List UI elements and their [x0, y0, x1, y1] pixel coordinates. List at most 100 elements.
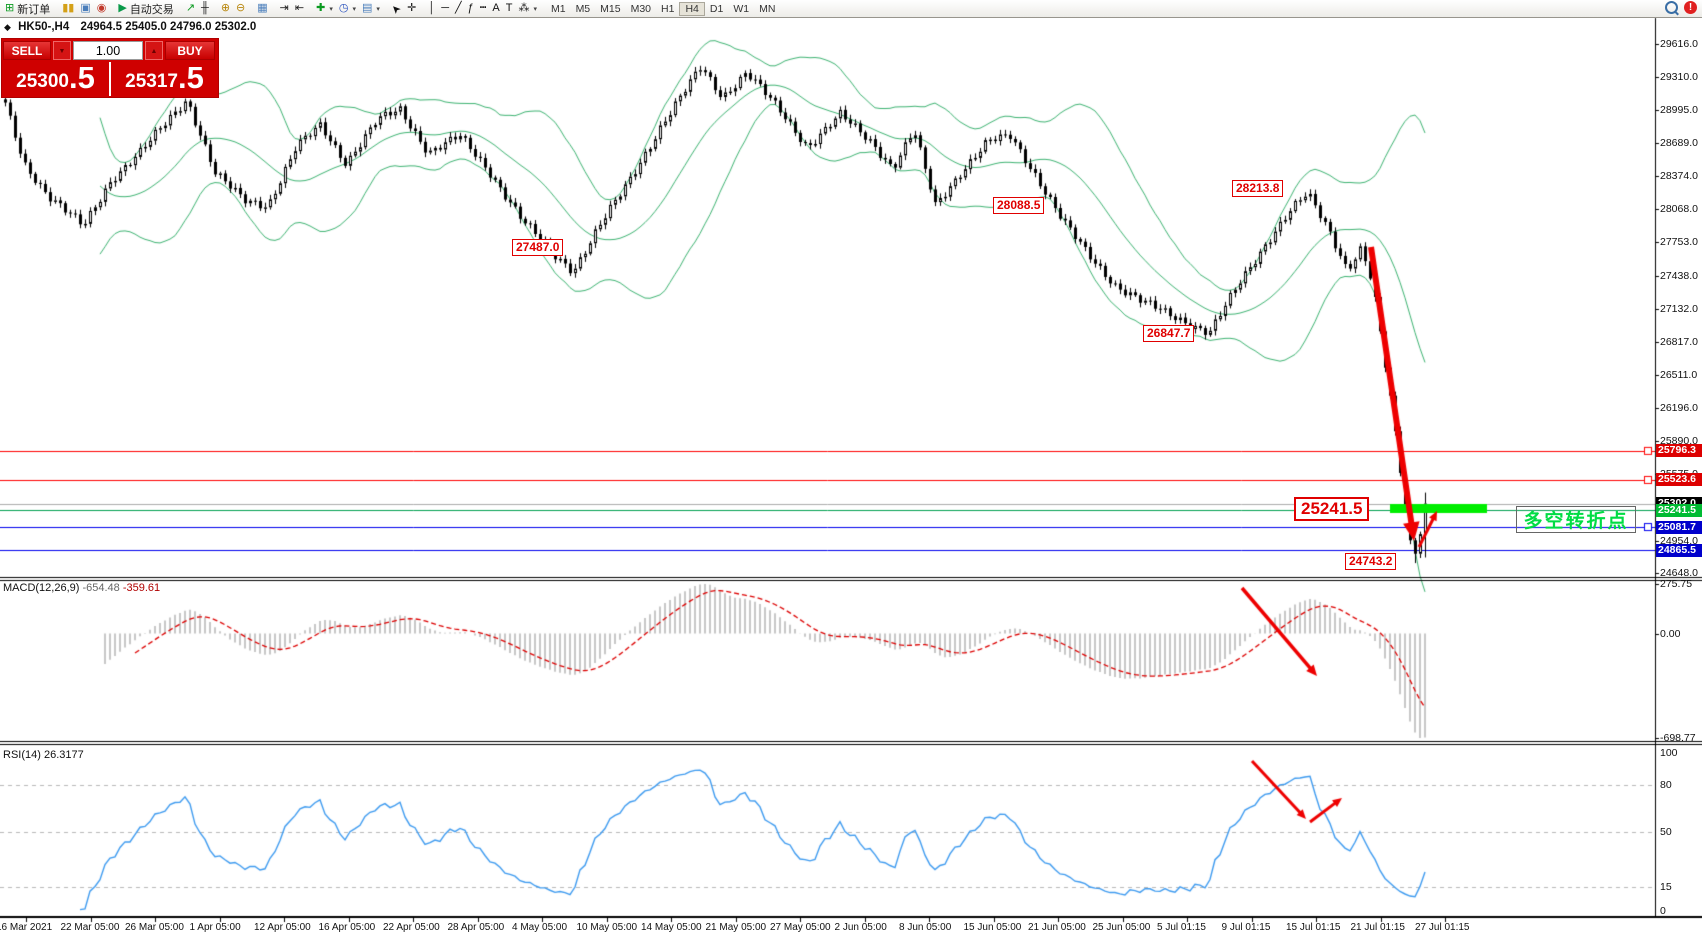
candle-chart-button[interactable]: ╫ — [198, 1, 212, 16]
timeframe-h4[interactable]: H4 — [679, 1, 705, 16]
label-icon: T — [505, 2, 513, 14]
price-axis-tick: 26196.0 — [1660, 402, 1698, 415]
sell-button[interactable]: SELL — [3, 41, 51, 60]
timeframe-m1[interactable]: M1 — [550, 2, 566, 15]
chart-shift-button[interactable]: ⇤ — [292, 1, 307, 16]
time-axis-label: 28 Apr 05:00 — [447, 922, 505, 933]
price-annotation-flag[interactable]: 27487.0 — [512, 239, 564, 256]
note-text-box[interactable]: 多空转折点 — [1516, 506, 1636, 533]
time-axis-label: 5 Jul 01:15 — [1157, 922, 1206, 933]
time-axis-label: 4 May 05:00 — [512, 922, 568, 933]
time-axis-label: 21 Jul 01:15 — [1350, 922, 1406, 933]
volume-input[interactable] — [73, 41, 143, 60]
sell-price[interactable]: 25300.5 — [16, 60, 95, 95]
grid-button[interactable]: ┅ — [477, 1, 490, 16]
rsi-indicator-label: RSI(14) 26.3177 — [3, 749, 84, 761]
periods-button[interactable]: ◷ ▾ — [336, 1, 359, 16]
text-button[interactable]: A — [489, 1, 502, 16]
macd-zero-label: 0.00 — [1660, 627, 1681, 640]
cursor-button[interactable]: ➤ — [389, 1, 404, 16]
price-line-label[interactable]: 25081.7 — [1656, 520, 1702, 534]
price-annotation-flag[interactable]: 26847.7 — [1143, 325, 1195, 342]
indicators-button[interactable]: ✚ ▾ — [313, 1, 336, 16]
macd-min-label: -698.77 — [1660, 732, 1696, 744]
auto-scroll-icon: ⇥ — [279, 2, 289, 14]
new-order-button[interactable]: ⊞ 新订单 — [2, 1, 53, 16]
volume-increase-button[interactable]: ▲ — [145, 41, 163, 60]
signals-icon[interactable]: ◉ — [94, 1, 110, 16]
horizontal-line-icon: ─ — [441, 2, 449, 14]
tile-windows-icon: ▦ — [257, 2, 268, 14]
price-annotation-flag[interactable]: 28213.8 — [1232, 180, 1284, 197]
time-axis-label: 16 Mar 2021 — [0, 922, 53, 933]
label-button[interactable]: T — [503, 1, 516, 16]
templates-button[interactable]: ▤ ▾ — [359, 1, 383, 16]
gold-bars-icon[interactable]: ▮▮ — [59, 1, 77, 16]
time-axis-label: 15 Jun 05:00 — [963, 922, 1022, 933]
time-axis-label: 22 Apr 05:00 — [383, 922, 440, 933]
new-order-icon: ⊞ — [5, 2, 15, 14]
price-annotation-flag[interactable]: 25241.5 — [1294, 497, 1370, 521]
time-axis-label: 12 Apr 05:00 — [254, 922, 311, 933]
buy-price[interactable]: 25317.5 — [125, 60, 204, 95]
search-icon[interactable] — [1665, 1, 1678, 14]
auto-scroll-button[interactable]: ⇥ — [277, 1, 292, 16]
timeframe-h1[interactable]: H1 — [661, 2, 675, 15]
zoom-in-button[interactable]: ⊕ — [218, 1, 233, 16]
dropdown-caret-icon: ▾ — [376, 5, 380, 13]
timeframe-m5[interactable]: M5 — [575, 2, 591, 15]
auto-trading-icon: ▶ — [118, 2, 127, 14]
tile-windows-button[interactable]: ▦ — [254, 1, 270, 16]
arrows-button[interactable]: ⁂ ▾ — [515, 1, 540, 16]
vertical-line-button[interactable]: │ — [425, 1, 438, 16]
price-line-label[interactable]: 25523.6 — [1656, 473, 1702, 487]
templates-icon: ▤ — [361, 2, 373, 14]
main-toolbar: ⊞ 新订单 ▮▮ ▣ ◉ ▶ 自动交易 ↗ ╫ ⊕ ⊖ ▦ ⇥ ⇤ ✚ ▾ ◷ ▾ ▤ ▾ ➤ ✛ │ ─ ╱ ƒ ┅ A T ⁂ ▾ M1… — [0, 0, 1702, 18]
rsi-bottom-label: 0 — [1660, 905, 1666, 917]
time-axis-label: 15 Jul 01:15 — [1286, 922, 1341, 933]
zoom-out-button[interactable]: ⊖ — [233, 1, 248, 16]
signals-icon-icon: ◉ — [96, 2, 107, 14]
price-axis-tick: 29616.0 — [1660, 38, 1698, 50]
price-annotation-flag[interactable]: 28088.5 — [993, 197, 1045, 214]
price-annotation-flag[interactable]: 24743.2 — [1345, 553, 1397, 570]
crosshair-button[interactable]: ✛ — [404, 1, 419, 16]
price-line-label[interactable]: 25796.3 — [1656, 444, 1702, 458]
price-axis-tick: 25890.0 — [1660, 434, 1698, 447]
price-axis-tick: 27438.0 — [1660, 270, 1698, 283]
price-line-label[interactable]: 25241.5 — [1656, 503, 1702, 517]
time-axis-label: 21 Jun 05:00 — [1028, 922, 1086, 933]
timeframe-mn[interactable]: MN — [759, 2, 776, 15]
time-axis-label: 1 Apr 05:00 — [189, 922, 241, 933]
bar-chart-button[interactable]: ↗ — [183, 1, 198, 16]
notification-icon[interactable]: ! — [1684, 1, 1697, 14]
buy-button[interactable]: BUY — [165, 41, 215, 60]
zoom-out-icon: ⊖ — [236, 2, 246, 14]
horizontal-line-button[interactable]: ─ — [438, 1, 452, 16]
price-axis-tick: 28689.0 — [1660, 136, 1698, 149]
time-axis-label: 22 Mar 05:00 — [60, 922, 120, 933]
rsi-level-label: 50 — [1660, 826, 1672, 838]
trendline-button[interactable]: ╱ — [452, 1, 465, 16]
terminal-icon[interactable]: ▣ — [77, 1, 93, 16]
timeframe-m15[interactable]: M15 — [600, 2, 621, 15]
fibonacci-button[interactable]: ƒ — [465, 1, 477, 16]
timeframe-w1[interactable]: W1 — [733, 2, 750, 15]
symbol-ohlc: 24964.5 25405.0 24796.0 25302.0 — [80, 21, 257, 33]
arrows-icon: ⁂ — [518, 2, 530, 14]
macd-max-label: 275.75 — [1660, 578, 1693, 590]
time-axis-label: 25 Jun 05:00 — [1092, 922, 1151, 933]
price-divider — [109, 62, 111, 96]
time-axis-label: 27 Jul 01:15 — [1415, 922, 1470, 933]
price-axis-tick: 26511.0 — [1660, 368, 1698, 381]
timeframe-m30[interactable]: M30 — [630, 2, 652, 15]
symbol-name: HK50-,H4 — [18, 21, 70, 33]
one-click-trading-panel: SELL ▼ ▲ BUY 25300.5 25317.5 — [2, 39, 218, 97]
rsi-top-label: 100 — [1660, 747, 1678, 759]
time-axis-label: 9 Jul 01:15 — [1221, 922, 1271, 933]
timeframe-d1[interactable]: D1 — [709, 2, 724, 15]
auto-trading-button[interactable]: ▶ 自动交易 — [115, 1, 176, 16]
volume-decrease-button[interactable]: ▼ — [53, 41, 71, 60]
price-line-label[interactable]: 24865.5 — [1656, 543, 1702, 557]
